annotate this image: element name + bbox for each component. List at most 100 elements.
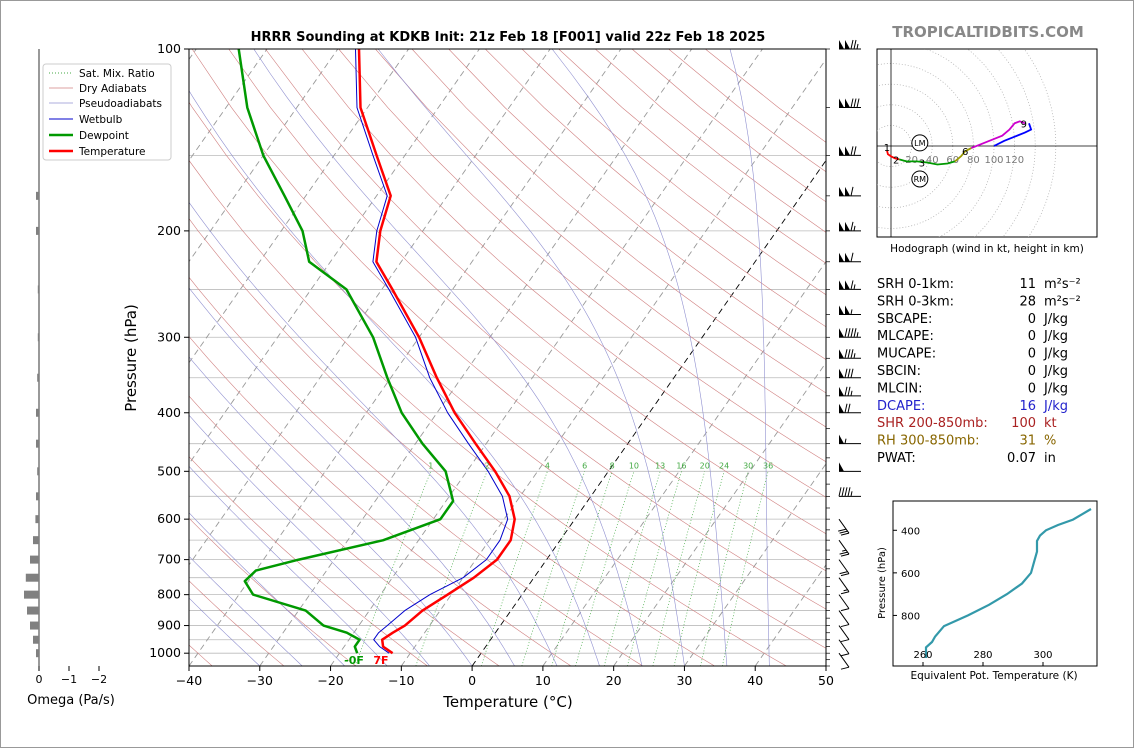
barb-half <box>856 332 859 338</box>
barb-flag <box>839 349 844 359</box>
barb-full <box>844 368 848 378</box>
skewt-frame <box>188 48 827 667</box>
index-label: MUCAPE: <box>877 347 936 362</box>
omega-bar <box>37 333 39 342</box>
index-value: 0.07 <box>1007 451 1036 466</box>
barb-full <box>844 487 848 497</box>
omega-bar <box>30 621 39 630</box>
mixing-ratio-label: 30 <box>743 461 753 470</box>
mixing-ratio-label: 1 <box>428 461 433 470</box>
barb-full <box>850 221 854 231</box>
index-label: DCAPE: <box>877 399 925 414</box>
index-value: 11 <box>1019 277 1036 292</box>
index-unit: J/kg <box>1043 312 1068 327</box>
hodo-ring-label: 120 <box>1005 155 1024 166</box>
skewt-profiles <box>237 49 516 655</box>
barb-flag <box>845 252 850 262</box>
profile-temperature <box>357 49 516 655</box>
mixing-ratio-line <box>722 471 769 666</box>
profile-wetbulb <box>355 49 509 654</box>
barb-full <box>850 146 854 156</box>
barb-full <box>838 528 847 532</box>
brand-watermark: TROPICALTIDBITS.COM <box>892 23 1084 41</box>
theta-e-plot: 260 280 300 400 600 800 <box>893 508 1092 666</box>
legend-label-dewpoint: Dewpoint <box>79 130 129 142</box>
y-tick-label: 800 <box>157 587 181 602</box>
isotherm <box>471 159 826 666</box>
omega-bar <box>25 573 39 582</box>
barb-half <box>850 309 853 315</box>
barb-half <box>850 390 853 396</box>
y-tick-label: 200 <box>157 223 181 238</box>
theta-y-tick-label: 400 <box>901 526 920 537</box>
wind-barb <box>838 594 850 612</box>
mixing-ratio-line <box>480 471 548 666</box>
legend-label-dry: Dry Adiabats <box>79 83 147 95</box>
dry-adiabat <box>191 49 826 610</box>
barb-full <box>847 403 851 413</box>
wind-barb <box>839 368 861 379</box>
mixing-ratio-label: 16 <box>676 461 686 470</box>
barb-full <box>847 386 851 396</box>
dry-adiabat <box>189 580 285 666</box>
barb-staff <box>838 639 850 655</box>
barb-flag <box>839 403 844 413</box>
moist-adiabat <box>189 414 430 666</box>
storm-marker-label: LM <box>914 139 925 148</box>
x-tick-label: −30 <box>247 673 273 688</box>
hodo-ring-label: 60 <box>946 155 959 166</box>
y-tick-label: 300 <box>157 329 181 344</box>
barb-full <box>840 573 850 577</box>
index-row: SBCAPE: 0 J/kg <box>877 312 1068 327</box>
skewt-axes: 1 2 4 6 8 10 13 16 20 24 30 36−40 −30 −20 −10 0 10 20 30 40… <box>149 41 834 688</box>
omega-bar <box>37 285 39 294</box>
wind-barb <box>838 652 850 670</box>
dry-adiabat <box>189 159 787 666</box>
barb-half <box>842 549 847 552</box>
x-tick-label: −40 <box>176 673 202 688</box>
barb-full <box>847 368 851 378</box>
barb-full <box>840 591 850 595</box>
isotherm <box>189 49 551 566</box>
legend-box <box>42 63 172 161</box>
index-label: PWAT: <box>877 451 916 466</box>
barb-full <box>856 98 860 108</box>
barb-half <box>853 353 856 359</box>
barb-full <box>844 328 848 338</box>
y-tick-label: 600 <box>157 511 181 526</box>
barb-full <box>850 280 854 290</box>
wind-barb <box>838 559 850 577</box>
chart-title: HRRR Sounding at KDKB Init: 21z Feb 18 [… <box>251 30 766 45</box>
mixing-ratio-label: 2 <box>484 461 489 470</box>
dry-adiabat <box>189 276 643 666</box>
index-unit: m²s⁻² <box>1044 294 1081 309</box>
hodo-segment-0-1km <box>886 149 900 161</box>
barb-flag <box>839 280 844 290</box>
moist-adiabat <box>253 49 643 666</box>
dry-adiabat <box>189 101 826 649</box>
x-tick-label: 10 <box>535 673 551 688</box>
mixing-ratio-label: 10 <box>629 461 639 470</box>
x-tick-label: 30 <box>676 673 692 688</box>
hodo-ring-label: 100 <box>984 155 1003 166</box>
index-row: RH 300-850mb: 31% <box>877 434 1056 449</box>
omega-bar <box>36 408 39 417</box>
barb-full <box>838 487 842 497</box>
x-tick-label: −20 <box>317 673 343 688</box>
index-unit: J/kg <box>1043 364 1068 379</box>
barb-flag <box>839 305 844 315</box>
barb-full <box>850 186 854 196</box>
barb-full <box>850 39 854 50</box>
legend-label-temperature: Temperature <box>78 146 146 158</box>
mixing-ratio-label: 36 <box>763 461 773 470</box>
barb-flag <box>845 186 850 196</box>
barb-staff <box>838 625 850 640</box>
isotherm <box>613 361 826 666</box>
omega-bar <box>33 536 39 545</box>
barb-full <box>841 487 845 497</box>
isotherm <box>330 49 763 666</box>
legend-label-pseudo: Pseudoadiabats <box>79 98 162 110</box>
